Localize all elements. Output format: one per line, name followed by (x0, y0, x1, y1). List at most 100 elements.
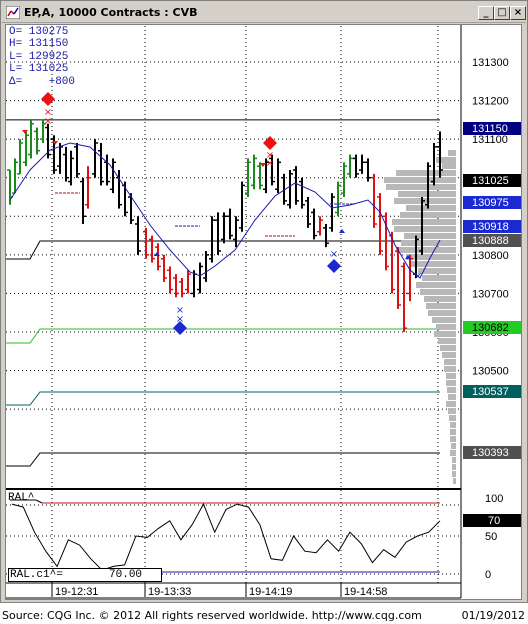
price-bar (179, 278, 185, 298)
volume-bar (440, 345, 456, 351)
maximize-button[interactable]: □ (494, 6, 510, 20)
price-bar (203, 251, 209, 282)
x-marker: × (44, 107, 52, 118)
time-label: 19-14:58 (344, 586, 387, 598)
price-bar (257, 162, 263, 190)
volume-bar (442, 163, 456, 169)
price-bar (275, 158, 281, 194)
time-label: 19-13:33 (148, 586, 191, 598)
price-tag: 131025 (463, 174, 521, 187)
high-value: H= 131150 (9, 38, 69, 51)
level-130393 (6, 452, 440, 467)
oscillator-label: RAL^ (8, 492, 35, 504)
osc-value-tag: 70 (488, 515, 500, 527)
volume-bar (442, 352, 456, 358)
price-bar (437, 131, 443, 178)
volume-bar (411, 261, 456, 267)
price-label: 131300 (472, 57, 509, 69)
time-label: 19-12:31 (55, 586, 98, 598)
price-tag-label: 130888 (472, 235, 509, 247)
price-bar (45, 123, 51, 159)
price-tag-bg (463, 321, 521, 334)
maximize-icon: □ (497, 7, 507, 18)
volume-bar (394, 226, 456, 232)
price-tag-bg (463, 196, 521, 209)
volume-bar (384, 177, 456, 183)
price-tag-bg (463, 174, 521, 187)
price-bar (221, 212, 227, 244)
volume-bar (424, 296, 456, 302)
close-button[interactable]: × (510, 6, 526, 20)
volume-bar (444, 359, 456, 365)
footer: Source: CQG Inc. © 2012 All rights reser… (0, 606, 528, 624)
price-bar (371, 173, 377, 228)
open-value: O= 130275 (9, 26, 69, 38)
price-bar (104, 154, 110, 186)
volume-bar (450, 429, 456, 435)
osc-axis-label: 50 (485, 531, 497, 543)
price-bar (335, 181, 341, 217)
volume-bar (434, 331, 456, 337)
x-marker: × (266, 158, 274, 169)
title-bar[interactable]: EP,A, 10000 Contracts : CVB _ □ × (2, 2, 526, 23)
price-tag-bg (463, 234, 521, 247)
price-bar (85, 166, 91, 209)
price-tag-bg (463, 446, 521, 459)
price-tag: 131150 (463, 122, 521, 135)
price-bar (401, 262, 407, 332)
price-bar (161, 254, 167, 282)
source-credit: Source: CQG Inc. © 2012 All rights reser… (2, 609, 422, 622)
price-label: 131200 (472, 96, 509, 108)
volume-bar (438, 338, 456, 344)
price-tag-label: 130682 (472, 322, 509, 334)
price-bar (92, 139, 98, 178)
price-axis: 1313001312001311001310001308001307001306… (463, 57, 521, 459)
price-bar (299, 177, 305, 209)
price-bars (7, 119, 443, 332)
volume-bar (426, 303, 456, 309)
volume-profile (384, 150, 456, 484)
price-tag: 130537 (463, 385, 521, 398)
price-bar (57, 143, 63, 174)
price-bar (167, 266, 173, 294)
price-bar (359, 154, 365, 174)
level-130888 (6, 240, 440, 260)
price-tag: 130918 (463, 220, 521, 233)
price-bar (227, 208, 233, 240)
price-tag-label: 130975 (472, 197, 509, 209)
price-bar (287, 170, 293, 209)
price-bar (365, 158, 371, 182)
price-bar (197, 262, 203, 294)
price-bar (395, 247, 401, 309)
price-bar (419, 197, 425, 255)
price-bar (233, 216, 239, 248)
price-tag-bg (463, 220, 521, 233)
volume-bar (418, 268, 456, 274)
volume-bar (451, 443, 456, 449)
volume-bar (396, 170, 456, 176)
volume-bar (400, 212, 456, 218)
volume-bar (436, 157, 456, 163)
volume-bar (401, 240, 456, 246)
price-bar (239, 181, 245, 232)
volume-bar (446, 401, 456, 407)
price-tag: 130393 (463, 446, 521, 459)
minimize-button[interactable]: _ (478, 6, 494, 20)
buy-signal-diamond (327, 259, 341, 273)
price-bar (28, 119, 34, 159)
volume-bar (450, 436, 456, 442)
volume-bar (452, 457, 456, 463)
price-tag-label: 131150 (472, 123, 508, 135)
price-bar (23, 131, 29, 167)
price-bar (63, 146, 69, 182)
price-bar (353, 154, 359, 178)
osc-line (11, 502, 441, 571)
footer-date: 01/19/2012 (461, 609, 525, 622)
x-marker: × (414, 271, 422, 282)
x-marker: × (44, 116, 52, 127)
volume-bar (436, 324, 456, 330)
price-tag-bg (463, 122, 521, 135)
volume-bar (444, 366, 456, 372)
minimize-icon: _ (483, 7, 489, 18)
